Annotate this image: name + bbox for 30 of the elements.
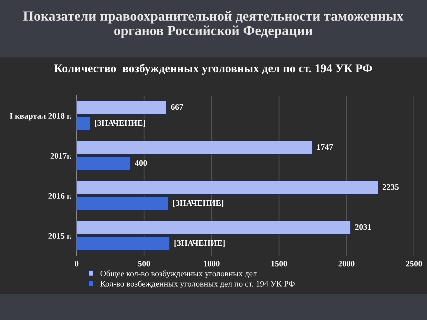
x-tick-label: 1000 bbox=[204, 261, 220, 267]
data-label: 667 bbox=[171, 104, 184, 110]
data-label: [ЗНАЧЕНИЕ] bbox=[95, 120, 146, 128]
y-tick-label: I квартал 2018 г. bbox=[10, 113, 72, 121]
bar bbox=[76, 100, 168, 116]
y-tick-label: 2017г. bbox=[50, 153, 72, 160]
legend-label: Общее кол-во возбужденных уголовных дел bbox=[100, 270, 257, 278]
x-tick-label: 500 bbox=[138, 261, 150, 267]
x-tick-label: 0 bbox=[75, 261, 79, 267]
x-tick-label: 2000 bbox=[338, 261, 355, 267]
data-label: [ЗНАЧЕНИЕ] bbox=[174, 240, 225, 248]
bar bbox=[76, 236, 170, 252]
legend-label: Кол-во возбежденных уголовных дел по ст. 194 УК РФ bbox=[100, 280, 295, 289]
x-tick-label: 2500 bbox=[406, 261, 422, 267]
data-label: 400 bbox=[135, 160, 148, 166]
y-tick-label: 2016 г. bbox=[48, 193, 72, 200]
chart-subtitle: Количество возбужденных уголовных дел по ст. 194 УК РФ bbox=[54, 64, 372, 75]
bar bbox=[76, 156, 132, 172]
bar bbox=[76, 196, 169, 212]
y-tick-label: 2015 г. bbox=[48, 233, 72, 240]
bar bbox=[76, 180, 379, 196]
bar bbox=[76, 116, 91, 132]
data-label: [ЗНАЧЕНИЕ] bbox=[173, 200, 224, 208]
data-label: 1747 bbox=[317, 144, 334, 150]
x-tick-label: 1500 bbox=[272, 261, 288, 267]
bar bbox=[76, 220, 352, 236]
data-label: 2235 bbox=[382, 184, 399, 190]
data-label: 2031 bbox=[355, 224, 372, 230]
chart-title: Показатели правоохранительной деятельности таможенных органов Российской Федерации bbox=[23, 11, 404, 38]
bar bbox=[76, 140, 313, 156]
